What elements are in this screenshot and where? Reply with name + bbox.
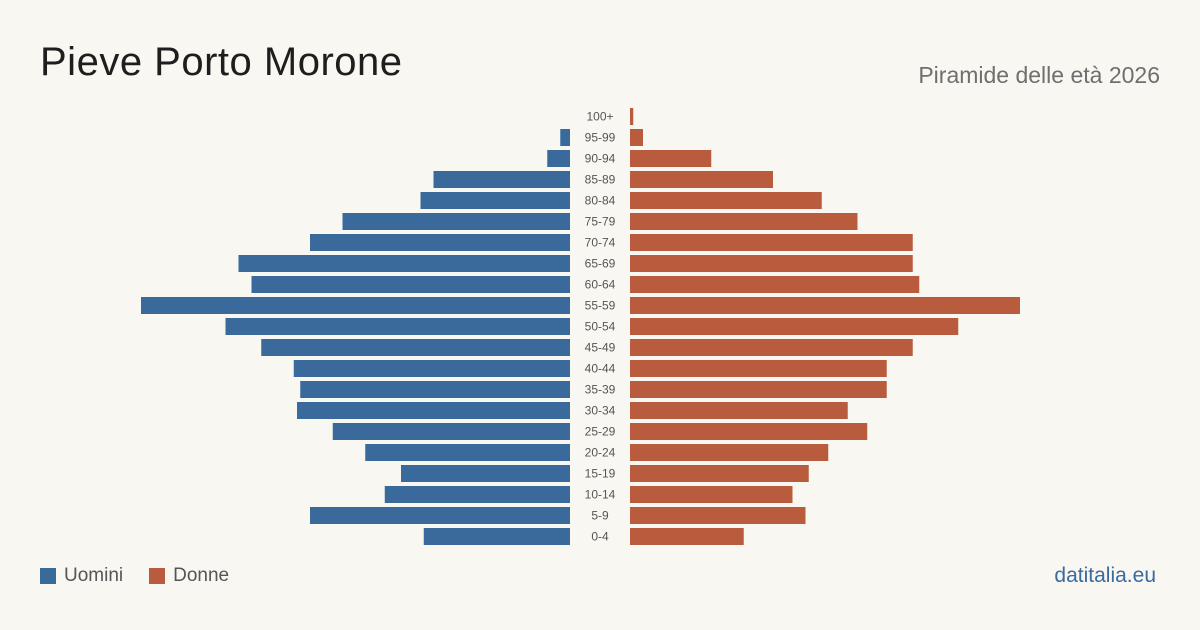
- age-label-5-9: 5-9: [591, 509, 609, 523]
- legend-label-women: Donne: [173, 565, 230, 586]
- bar-women-50-54: [630, 318, 959, 335]
- bar-men-80-84: [420, 192, 570, 209]
- bar-women-35-39: [630, 381, 887, 398]
- age-label-10-14: 10-14: [585, 488, 616, 502]
- legend-item-women: Donne: [149, 565, 229, 587]
- bar-women-65-69: [630, 255, 913, 272]
- bar-women-25-29: [630, 423, 868, 440]
- age-label-70-74: 70-74: [585, 236, 616, 250]
- bar-women-0-4: [630, 528, 744, 545]
- bar-men-75-79: [342, 213, 570, 230]
- bar-men-20-24: [365, 444, 570, 461]
- bar-men-15-19: [401, 465, 570, 482]
- legend-item-men: Uomini: [40, 565, 123, 587]
- age-label-65-69: 65-69: [585, 257, 616, 271]
- age-label-85-89: 85-89: [585, 173, 616, 187]
- bar-men-25-29: [332, 423, 570, 440]
- age-label-50-54: 50-54: [585, 320, 616, 334]
- bar-men-5-9: [310, 507, 570, 524]
- bar-men-90-94: [547, 150, 570, 167]
- bar-men-55-59: [141, 297, 570, 314]
- age-label-35-39: 35-39: [585, 383, 616, 397]
- bar-men-45-49: [261, 339, 570, 356]
- bar-men-95-99: [560, 129, 570, 146]
- bar-women-75-79: [630, 213, 858, 230]
- bar-women-55-59: [630, 297, 1020, 314]
- bar-women-60-64: [630, 276, 920, 293]
- age-label-55-59: 55-59: [585, 299, 616, 313]
- bar-men-35-39: [300, 381, 570, 398]
- age-label-60-64: 60-64: [585, 278, 616, 292]
- bar-women-80-84: [630, 192, 822, 209]
- bar-men-70-74: [310, 234, 570, 251]
- legend-label-men: Uomini: [64, 565, 124, 586]
- bar-women-40-44: [630, 360, 887, 377]
- age-label-0-4: 0-4: [591, 530, 609, 544]
- bar-women-10-14: [630, 486, 793, 503]
- bar-women-85-89: [630, 171, 773, 188]
- age-label-20-24: 20-24: [585, 446, 616, 460]
- bar-women-15-19: [630, 465, 809, 482]
- bar-women-90-94: [630, 150, 712, 167]
- age-label-80-84: 80-84: [585, 194, 616, 208]
- age-label-15-19: 15-19: [585, 467, 616, 481]
- legend-swatch-women: [149, 568, 166, 584]
- bar-women-70-74: [630, 234, 913, 251]
- age-label-100+: 100+: [586, 110, 613, 124]
- bar-women-45-49: [630, 339, 913, 356]
- chart-subtitle: Piramide delle età 2026: [918, 62, 1160, 88]
- legend-swatch-men: [40, 568, 56, 584]
- bar-men-40-44: [293, 360, 570, 377]
- source-link[interactable]: datitalia.eu: [1054, 564, 1156, 587]
- bar-men-60-64: [251, 276, 570, 293]
- age-label-95-99: 95-99: [585, 131, 616, 145]
- bar-women-30-34: [630, 402, 848, 419]
- bar-men-10-14: [384, 486, 570, 503]
- bar-women-95-99: [630, 129, 643, 146]
- legend: Uomini Donne: [40, 565, 255, 587]
- bar-women-20-24: [630, 444, 829, 461]
- bar-men-0-4: [423, 528, 570, 545]
- bar-men-85-89: [433, 171, 570, 188]
- age-label-25-29: 25-29: [585, 425, 616, 439]
- age-label-30-34: 30-34: [585, 404, 616, 418]
- bar-men-30-34: [297, 402, 570, 419]
- bar-men-50-54: [225, 318, 570, 335]
- age-label-45-49: 45-49: [585, 341, 616, 355]
- bar-women-5-9: [630, 507, 806, 524]
- age-label-90-94: 90-94: [585, 152, 616, 166]
- age-label-75-79: 75-79: [585, 215, 616, 229]
- age-label-40-44: 40-44: [585, 362, 616, 376]
- bar-women-100+: [630, 108, 634, 125]
- bar-men-65-69: [238, 255, 570, 272]
- chart-title: Pieve Porto Morone: [40, 40, 403, 84]
